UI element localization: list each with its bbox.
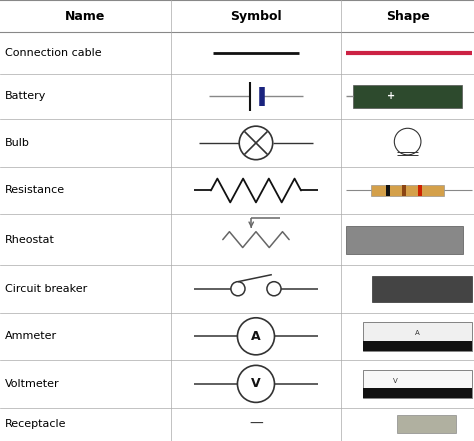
Bar xyxy=(371,185,444,196)
Text: Rheostat: Rheostat xyxy=(5,235,55,245)
Text: Resistance: Resistance xyxy=(5,186,65,195)
Text: A: A xyxy=(251,330,261,343)
Bar xyxy=(346,226,463,254)
Bar xyxy=(363,322,472,351)
Bar xyxy=(353,85,462,108)
Text: Voltmeter: Voltmeter xyxy=(5,379,59,389)
Bar xyxy=(372,276,472,302)
Text: V: V xyxy=(393,378,398,384)
Text: Bulb: Bulb xyxy=(5,138,29,148)
Bar xyxy=(397,415,456,434)
Text: Battery: Battery xyxy=(5,91,46,101)
Bar xyxy=(363,340,472,351)
Text: Shape: Shape xyxy=(386,10,429,23)
Text: Circuit breaker: Circuit breaker xyxy=(5,284,87,294)
Text: Name: Name xyxy=(65,10,106,23)
Text: A: A xyxy=(415,330,419,336)
Text: V: V xyxy=(251,377,261,390)
Text: —: — xyxy=(249,417,263,431)
Bar xyxy=(363,370,472,398)
Text: Symbol: Symbol xyxy=(230,10,282,23)
Text: +: + xyxy=(387,91,395,101)
Bar xyxy=(363,388,472,398)
Bar xyxy=(402,185,406,196)
Text: Ammeter: Ammeter xyxy=(5,331,57,341)
Bar xyxy=(418,185,422,196)
Bar xyxy=(386,185,390,196)
Text: Connection cable: Connection cable xyxy=(5,48,101,58)
Text: Receptacle: Receptacle xyxy=(5,419,66,430)
